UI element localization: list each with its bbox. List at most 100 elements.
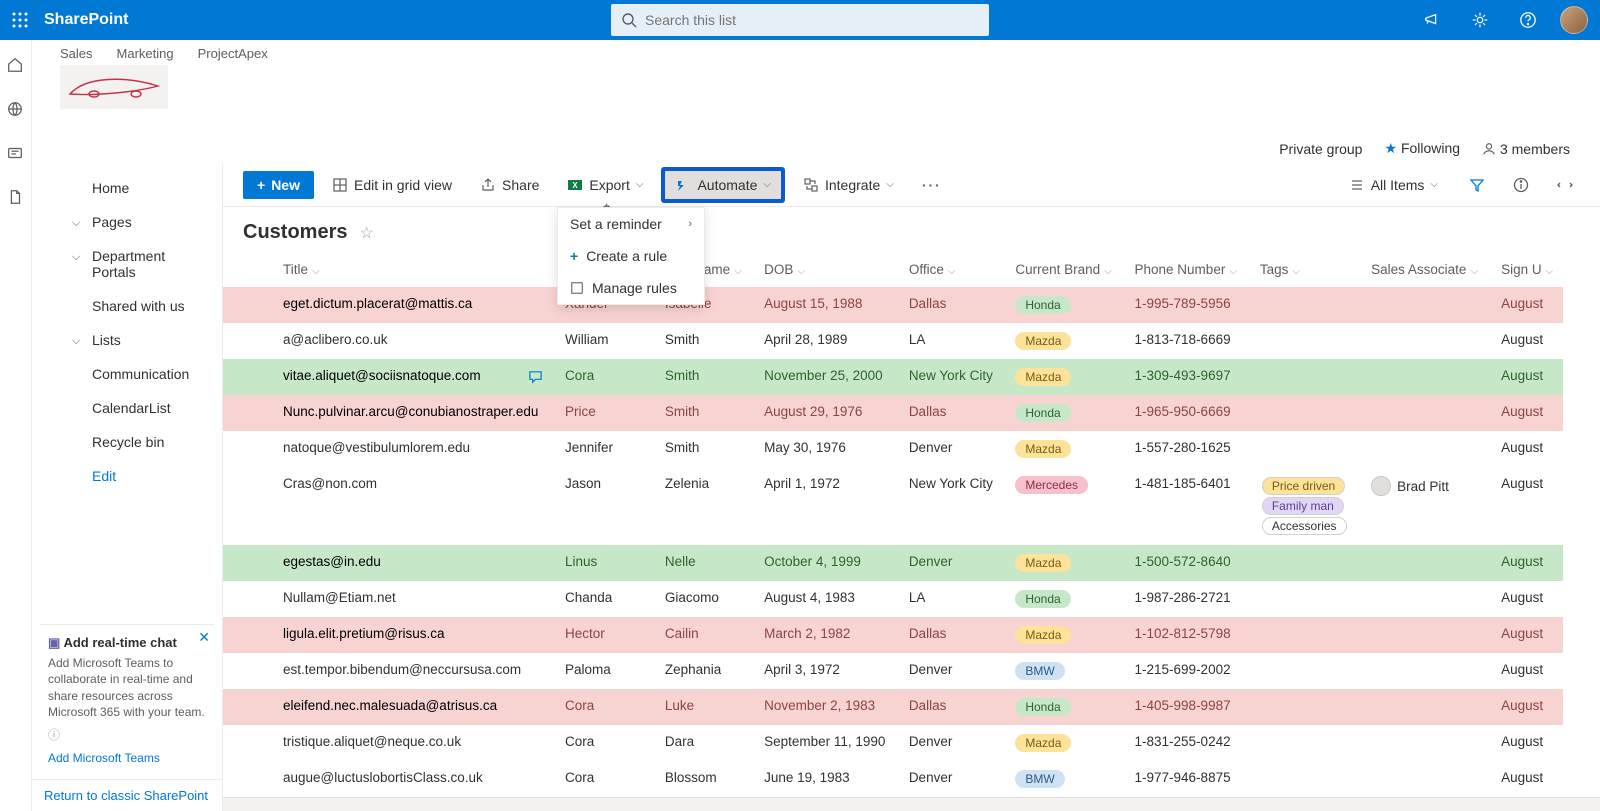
integrate-button[interactable]: Integrate ⌵ [793,171,904,199]
app-rail [0,40,32,811]
command-bar: +New Edit in grid view Share XExport ⌵ A… [223,163,1600,207]
table-row[interactable]: Nunc.pulvinar.arcu@conubianostraper.eduP… [223,395,1563,431]
table-row[interactable]: augue@luctuslobortisClass.co.ukCoraBloss… [223,761,1563,797]
export-button[interactable]: XExport ⌵ [557,171,653,199]
column-header[interactable]: Sign U⌵ [1489,252,1563,287]
table-row[interactable]: est.tempor.bibendum@neccursusa.comPaloma… [223,653,1563,689]
list-icon [1349,177,1365,193]
settings-icon[interactable] [1464,4,1496,36]
automate-menu: Set a reminder› +Create a rule Manage ru… [557,207,705,305]
hub-nav-marketing[interactable]: Marketing [117,46,174,61]
brand-pill: BMW [1015,662,1064,680]
nav-item[interactable]: Recycle bin [32,425,222,459]
table-row[interactable]: Nullam@Etiam.netChandaGiacomoAugust 4, 1… [223,581,1563,617]
brand-pill: BMW [1015,770,1064,788]
members-button[interactable]: 3 members [1482,141,1570,157]
filter-icon[interactable] [1462,170,1492,200]
app-name[interactable]: SharePoint [44,11,128,29]
tag-pill: Price driven [1262,477,1345,495]
globe-icon[interactable] [6,100,26,120]
table-row[interactable]: vitae.aliquet@sociisnatoque.comCoraSmith… [223,359,1563,395]
nav-item[interactable]: Communication [32,357,222,391]
hub-nav-projectapex[interactable]: ProjectApex [198,46,268,61]
app-launcher-icon[interactable] [0,0,40,40]
expand-icon[interactable] [1550,170,1580,200]
teams-promo-card: ✕ ▣ Add real-time chat Add Microsoft Tea… [40,624,214,771]
more-button[interactable]: ··· [912,171,952,199]
column-header[interactable]: Title⌵ [271,252,553,287]
nav-item[interactable]: ⌵Pages [32,205,222,239]
hub-header: Sales Marketing ProjectApex [32,40,1600,140]
column-header[interactable]: Current Brand⌵ [1003,252,1122,287]
svg-text:X: X [573,181,579,190]
site-logo[interactable] [60,65,168,109]
table-row[interactable]: Cras@non.comJasonZeleniaApril 1, 1972New… [223,467,1563,545]
file-icon[interactable] [6,188,26,208]
search-box[interactable] [611,4,989,36]
comment-icon[interactable] [528,369,543,387]
nav-item[interactable]: Shared with us [32,289,222,323]
table-row[interactable]: eget.dictum.placerat@mattis.caXanderIsab… [223,287,1563,323]
following-button[interactable]: ★ Following [1384,140,1460,157]
menu-set-reminder[interactable]: Set a reminder› [558,208,704,240]
table-row[interactable]: a@aclibero.co.ukWilliamSmithApril 28, 19… [223,323,1563,359]
table-row[interactable]: eleifend.nec.malesuada@atrisus.caCoraLuk… [223,689,1563,725]
brand-pill: Mazda [1015,626,1071,644]
list-pane: +New Edit in grid view Share XExport ⌵ A… [222,163,1600,811]
table-scroll[interactable]: Title⌵First Name⌵Last Name⌵DOB⌵Office⌵Cu… [223,252,1600,797]
column-header[interactable]: DOB⌵ [752,252,897,287]
menu-create-rule[interactable]: +Create a rule [558,240,704,272]
brand-pill: Mazda [1015,734,1071,752]
brand-pill: Mazda [1015,368,1071,386]
info-icon[interactable] [1506,170,1536,200]
column-header[interactable]: Phone Number⌵ [1123,252,1248,287]
share-icon [480,177,496,193]
nav-item[interactable]: ⌵Department Portals [32,239,222,289]
column-header[interactable]: Sales Associate⌵ [1359,252,1489,287]
select-all-column[interactable] [223,252,271,287]
add-teams-link[interactable]: Add Microsoft Teams [48,751,206,765]
hub-nav: Sales Marketing ProjectApex [60,46,1572,61]
column-header[interactable]: Office⌵ [897,252,1004,287]
hub-nav-sales[interactable]: Sales [60,46,93,61]
brand-pill: Honda [1015,296,1070,314]
search-input[interactable] [645,12,979,28]
brand-pill: Honda [1015,698,1070,716]
table-row[interactable]: natoque@vestibulumlorem.eduJenniferSmith… [223,431,1563,467]
favorite-star-icon[interactable]: ☆ [359,223,373,243]
nav-item[interactable]: ⌵Lists [32,323,222,357]
teams-card-body: Add Microsoft Teams to collaborate in re… [48,655,206,720]
group-type-label: Private group [1279,141,1362,157]
brand-pill: Mazda [1015,332,1071,350]
integrate-icon [803,177,819,193]
table-row[interactable]: ligula.elit.pretium@risus.caHectorCailin… [223,617,1563,653]
edit-grid-button[interactable]: Edit in grid view [322,171,462,199]
nav-item[interactable]: CalendarList [32,391,222,425]
teams-card-title: Add real-time chat [63,635,176,650]
new-button[interactable]: +New [243,171,314,199]
excel-icon: X [567,177,583,193]
nav-item[interactable]: Home [32,171,222,205]
customers-table: Title⌵First Name⌵Last Name⌵DOB⌵Office⌵Cu… [223,252,1563,797]
classic-sharepoint-link[interactable]: Return to classic SharePoint [32,779,222,811]
table-row[interactable]: egestas@in.eduLinusNelleOctober 4, 1999D… [223,545,1563,581]
list-title: Customers [243,221,347,244]
menu-manage-rules[interactable]: Manage rules [558,272,704,304]
view-selector[interactable]: All Items ⌵ [1339,171,1448,199]
home-icon[interactable] [6,56,26,76]
left-nav: Home⌵Pages⌵Department PortalsShared with… [32,163,222,811]
automate-button[interactable]: Automate ⌵ [661,167,785,203]
horizontal-scrollbar[interactable] [223,797,1600,811]
nav-item[interactable]: Edit [32,459,222,493]
site-meta: Private group ★ Following 3 members [32,140,1600,163]
share-button[interactable]: Share [470,171,549,199]
user-avatar[interactable] [1560,6,1588,34]
close-icon[interactable]: ✕ [198,629,210,646]
search-icon [621,12,637,28]
megaphone-icon[interactable] [1416,4,1448,36]
avatar-icon [1371,476,1391,496]
table-row[interactable]: tristique.aliquet@neque.co.ukCoraDaraSep… [223,725,1563,761]
column-header[interactable]: Tags⌵ [1248,252,1359,287]
news-icon[interactable] [6,144,26,164]
help-icon[interactable] [1512,4,1544,36]
